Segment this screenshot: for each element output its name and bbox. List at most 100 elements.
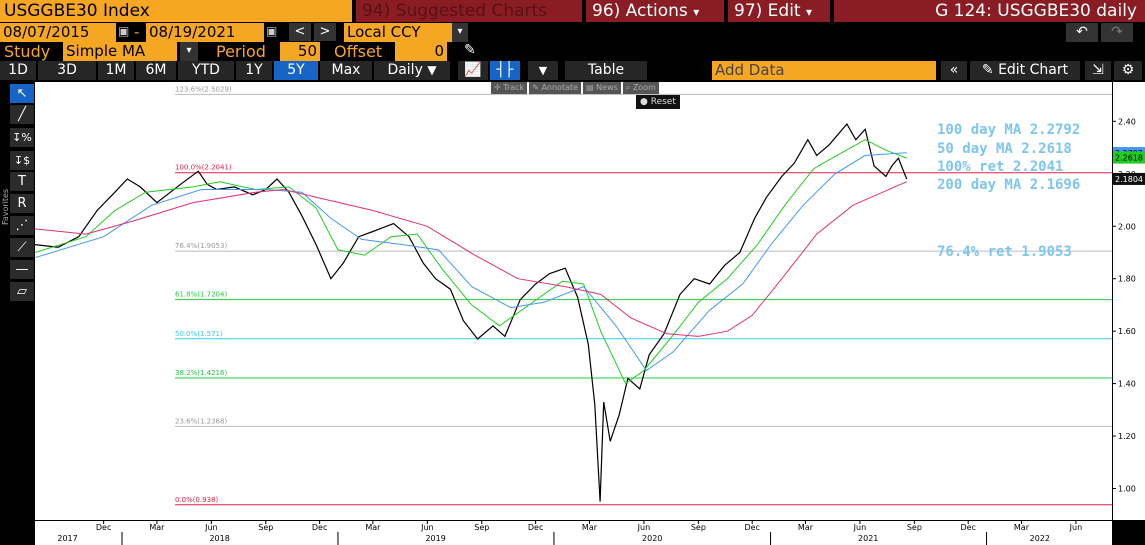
x-tick-label: Sep (691, 523, 706, 532)
edit-chart-button[interactable]: ✎ Edit Chart (970, 61, 1080, 80)
track-button[interactable]: ✛ Track (491, 82, 528, 94)
edit-chart-label: Edit Chart (998, 62, 1069, 78)
bar-chart-icon[interactable]: ┤├ (490, 61, 520, 80)
pencil-icon[interactable]: ✎ (464, 42, 476, 58)
text-icon[interactable]: T (10, 172, 34, 191)
annotate-icon[interactable]: ⇲ (1085, 61, 1111, 80)
y-tick-label: 1.60 (1118, 327, 1136, 336)
timeframe-3d[interactable]: 3D (38, 61, 96, 80)
track-icon: ✛ (494, 83, 501, 92)
chart-annotation: 200 day MA 2.1696 (937, 177, 1081, 194)
suggested-charts-button[interactable]: 94) Suggested Charts (356, 0, 582, 22)
edit-number: 97) (734, 1, 763, 21)
timeframe-5y[interactable]: 5Y (274, 61, 318, 80)
x-tick-label: Mar (149, 523, 165, 532)
horizontal-line-icon[interactable]: — (10, 260, 34, 279)
y-tick-label: 2.00 (1118, 222, 1136, 231)
actions-label: Actions (625, 1, 688, 21)
x-tick-label: Mar (1014, 523, 1030, 532)
news-button[interactable]: ▤ News (583, 82, 621, 94)
line-chart-icon[interactable]: 📈 (458, 61, 488, 80)
edit-chart-pencil-icon: ✎ (981, 62, 994, 78)
start-date-field[interactable]: 08/07/2015 (0, 23, 116, 42)
x-tick-label: Mar (582, 523, 598, 532)
x-tick-label: Jun (420, 523, 434, 532)
trend-icon[interactable]: ⋰ (10, 216, 34, 235)
edit-button[interactable]: 97) Edit ▾ (728, 0, 830, 22)
x-tick-label: Jun (1069, 523, 1083, 532)
year-label: 2019 (425, 534, 445, 543)
chart-annotation: 50 day MA 2.2618 (937, 140, 1072, 157)
add-data-input[interactable]: Add Data (712, 61, 936, 80)
timeframe-1m[interactable]: 1M (98, 61, 134, 80)
prev-range-button[interactable]: < (289, 23, 311, 41)
timeframe-6m[interactable]: 6M (136, 61, 176, 80)
news-icon: ▤ (586, 83, 594, 92)
y-tick-label: 1.20 (1118, 432, 1136, 441)
annotate-label: Annotate (541, 83, 579, 92)
end-date-field[interactable]: 08/19/2021 (146, 23, 264, 42)
plot-area[interactable] (35, 82, 1112, 520)
frequency-select[interactable]: Daily ▼ (374, 61, 450, 80)
timeframe-1y[interactable]: 1Y (236, 61, 272, 80)
timeframe-ytd[interactable]: YTD (178, 61, 234, 80)
value-tag-bg (1113, 172, 1145, 185)
x-tick-label: Dec (312, 523, 327, 532)
year-label: 2018 (209, 534, 229, 543)
value-tag-bg (1113, 151, 1145, 164)
y-tick-label: 1.80 (1118, 275, 1136, 284)
currency-caret-icon[interactable]: ▾ (452, 23, 468, 42)
series-line-200-day-ma (34, 181, 907, 337)
value-tag-label: 2.1804 (1115, 175, 1143, 184)
actions-caret-icon: ▾ (693, 5, 700, 19)
chart-type-caret-icon[interactable]: ▼ (528, 61, 558, 80)
collapse-icon[interactable]: « (941, 61, 967, 80)
currency-select[interactable]: Local CCY (344, 23, 452, 42)
end-calendar-icon[interactable]: ▣ (266, 24, 278, 38)
ticker-field[interactable]: USGGBE30 Index (0, 0, 352, 22)
percent-icon[interactable]: ↧% (10, 128, 34, 147)
frequency-label: Daily (387, 62, 423, 78)
table-button[interactable]: Table (565, 61, 647, 80)
zoom-button[interactable]: ⌕ Zoom (622, 82, 659, 94)
x-tick-label: Mar (798, 523, 814, 532)
x-tick-label: Dec (744, 523, 759, 532)
offset-input[interactable]: 0 (395, 42, 447, 61)
draw-line-icon[interactable]: ╱ (10, 105, 34, 124)
start-calendar-icon[interactable]: ▣ (118, 24, 130, 38)
chart-annotation: 100 day MA 2.2792 (937, 122, 1081, 139)
dollar-icon[interactable]: ↧$ (10, 151, 34, 170)
study-caret-icon[interactable]: ▾ (180, 42, 198, 61)
timeframe-max[interactable]: Max (320, 61, 372, 80)
x-tick-label: Dec (96, 523, 111, 532)
x-tick-label: Dec (960, 523, 975, 532)
y-tick-label: 1.00 (1118, 485, 1136, 494)
settings-gear-icon[interactable]: ⚙ (1114, 61, 1142, 80)
next-range-button[interactable]: > (314, 23, 336, 41)
series-line-100-day-ma (34, 152, 907, 372)
x-tick-label: Dec (528, 523, 543, 532)
zoom-label: Zoom (632, 83, 656, 92)
redo-icon[interactable]: ↷ (1101, 23, 1133, 42)
year-label: 2022 (1030, 534, 1050, 543)
channel-icon[interactable]: ▱ (10, 282, 34, 301)
x-axis (35, 520, 1112, 545)
annotate-button[interactable]: ✎ Annotate (529, 82, 582, 94)
actions-button[interactable]: 96) Actions ▾ (586, 0, 724, 22)
value-tag-label: 2.2618 (1115, 154, 1143, 163)
retracement-label: 61.8%(1.7204) (175, 291, 227, 299)
timeframe-1d[interactable]: 1D (0, 61, 36, 80)
year-label: 2021 (858, 534, 878, 543)
undo-icon[interactable]: ↶ (1066, 23, 1098, 42)
pointer-icon[interactable]: ↖ (10, 84, 34, 103)
retracement-icon[interactable]: R (10, 194, 34, 213)
study-select[interactable]: Simple MA (63, 42, 177, 61)
suggested-charts-label: Suggested Charts (395, 1, 548, 21)
reset-button[interactable]: ● Reset (636, 95, 680, 109)
ray-icon[interactable]: ⟋ (10, 238, 34, 257)
zoom-icon: ⌕ (625, 83, 631, 92)
period-input[interactable]: 50 (280, 42, 320, 61)
x-tick-label: Jun (637, 523, 651, 532)
track-label: Track (503, 83, 525, 92)
